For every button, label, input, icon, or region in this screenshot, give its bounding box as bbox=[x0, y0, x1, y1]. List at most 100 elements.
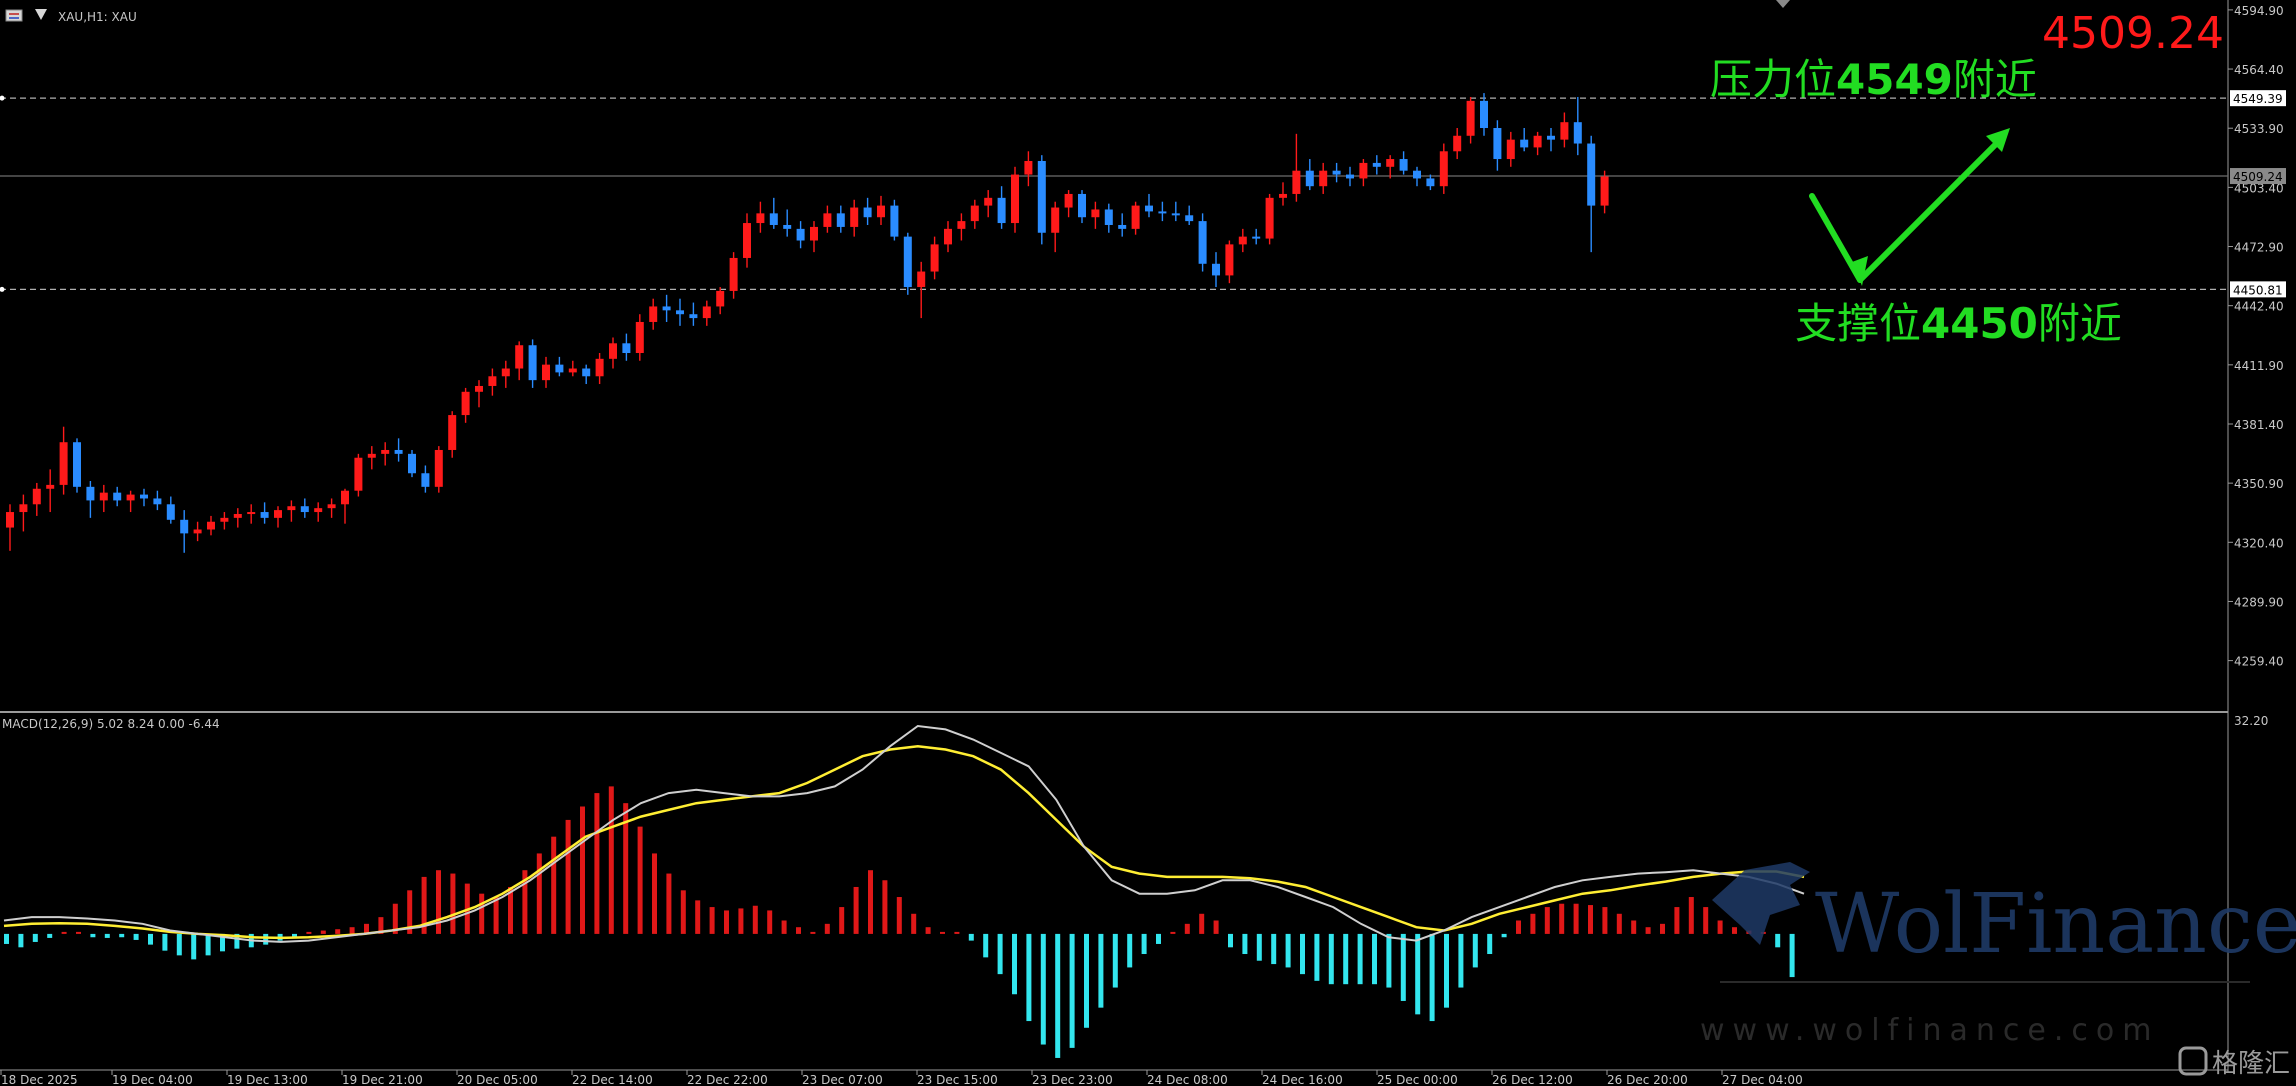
candle-body bbox=[394, 449, 403, 454]
macd-bar bbox=[18, 933, 24, 948]
macd-bar bbox=[176, 933, 182, 956]
macd-bar bbox=[90, 933, 96, 938]
candle-body bbox=[461, 391, 470, 416]
menu-flag-icon[interactable] bbox=[5, 9, 23, 22]
macd-bar bbox=[32, 933, 38, 942]
candle-body bbox=[19, 504, 28, 513]
macd-bar bbox=[508, 886, 513, 934]
candle-body bbox=[448, 415, 457, 450]
candle-body bbox=[501, 368, 510, 377]
chart-shift-marker-icon[interactable] bbox=[1776, 0, 1790, 8]
candle-body bbox=[475, 385, 483, 392]
candle-body bbox=[1104, 209, 1113, 225]
candle-body bbox=[1332, 170, 1341, 175]
symbol-header: XAU,H1: XAU bbox=[5, 9, 137, 24]
candle-body bbox=[903, 236, 912, 288]
macd-bar bbox=[580, 806, 585, 934]
time-tick-label: 23 Dec 15:00 bbox=[917, 1073, 998, 1086]
gelonghui-logo-icon bbox=[2178, 1046, 2208, 1076]
macd-bar bbox=[1616, 913, 1622, 934]
macd-bar bbox=[1112, 933, 1118, 988]
macd-bar bbox=[695, 900, 701, 934]
macd-bar bbox=[522, 870, 528, 934]
macd-bar bbox=[1602, 907, 1608, 934]
macd-bar bbox=[738, 908, 744, 934]
price-level-tag-label: 4549.39 bbox=[2233, 92, 2283, 106]
macd-bar bbox=[292, 933, 297, 937]
candle-body bbox=[1185, 215, 1194, 222]
macd-bar bbox=[882, 880, 888, 934]
candle-body bbox=[408, 453, 416, 474]
time-tick-label: 24 Dec 08:00 bbox=[1147, 1073, 1228, 1086]
wolfinance-watermark: WolFinance www.wolfinance.com bbox=[1700, 862, 2296, 1048]
chart-triangle-icon bbox=[35, 9, 47, 20]
macd-bar bbox=[824, 923, 830, 934]
macd-bar bbox=[1127, 933, 1133, 968]
candle-body bbox=[769, 213, 778, 225]
macd-bar bbox=[119, 933, 125, 938]
macd-bar bbox=[1645, 927, 1651, 934]
candle-body bbox=[260, 512, 269, 518]
candle-body bbox=[729, 257, 738, 291]
macd-bar bbox=[954, 931, 960, 934]
resistance-annotation: 压力位4549附近 bbox=[1710, 55, 2037, 104]
macd-bar bbox=[1775, 933, 1781, 948]
macd-bar bbox=[1012, 933, 1017, 995]
macd-bar bbox=[1487, 933, 1493, 955]
watermark-url: www.wolfinance.com bbox=[1700, 1013, 2159, 1048]
macd-bar bbox=[1040, 933, 1046, 1045]
price-level-tag bbox=[2230, 281, 2286, 298]
candle-body bbox=[1118, 224, 1127, 229]
candle-body bbox=[233, 513, 242, 518]
macd-bar bbox=[752, 905, 758, 934]
candle-body bbox=[528, 345, 537, 381]
candle-body bbox=[1225, 244, 1234, 276]
time-tick-label: 18 Dec 2025 bbox=[1, 1073, 78, 1086]
candle-body bbox=[113, 492, 122, 501]
macd-histogram bbox=[4, 786, 1795, 1058]
macd-bar bbox=[47, 933, 53, 938]
macd-bar bbox=[1285, 933, 1291, 968]
candle-body bbox=[220, 517, 229, 522]
candle-body bbox=[702, 306, 711, 319]
watermark-brand: WolFinance bbox=[1815, 877, 2296, 972]
candle-body bbox=[595, 358, 604, 377]
macd-bar bbox=[493, 897, 499, 934]
macd-bar bbox=[1156, 933, 1161, 944]
macd-label: MACD(12,26,9) 5.02 8.24 0.00 -6.44 bbox=[2, 717, 220, 731]
macd-bar bbox=[536, 853, 542, 934]
macd-bar bbox=[1300, 933, 1305, 975]
macd-bar bbox=[968, 933, 974, 941]
macd-bar bbox=[1314, 933, 1320, 981]
time-tick-label: 19 Dec 13:00 bbox=[227, 1073, 308, 1086]
candle-body bbox=[863, 207, 872, 218]
price-level-anchor bbox=[0, 95, 5, 101]
candle-body bbox=[1560, 122, 1569, 140]
time-tick-label: 25 Dec 00:00 bbox=[1377, 1073, 1458, 1086]
macd-bar bbox=[1199, 913, 1205, 934]
macd-bar bbox=[1400, 933, 1406, 1001]
candle-body bbox=[783, 224, 792, 229]
candle-body bbox=[1145, 205, 1153, 212]
macd-bar bbox=[1184, 923, 1190, 934]
candle-body bbox=[1426, 178, 1435, 187]
macd-bar bbox=[1559, 903, 1565, 934]
candle-body bbox=[1520, 139, 1529, 148]
candle-body bbox=[86, 486, 95, 501]
candle-body bbox=[635, 321, 644, 353]
support-suffix: 附近 bbox=[2038, 299, 2122, 348]
macd-bar bbox=[1141, 933, 1147, 955]
price-tick-label: 4564.40 bbox=[2234, 63, 2284, 77]
candle-body bbox=[877, 205, 885, 218]
macd-bar bbox=[1501, 933, 1507, 938]
candle-body bbox=[1011, 174, 1019, 224]
candle-body bbox=[341, 490, 349, 505]
macd-bar bbox=[1026, 933, 1032, 1022]
candle-body bbox=[207, 521, 215, 530]
price-tick-label: 4472.90 bbox=[2234, 241, 2284, 255]
candle-body bbox=[555, 364, 564, 373]
macd-bar bbox=[104, 933, 110, 938]
candle-body bbox=[1064, 193, 1073, 208]
macd-top-tick: 32.20 bbox=[2234, 714, 2268, 728]
